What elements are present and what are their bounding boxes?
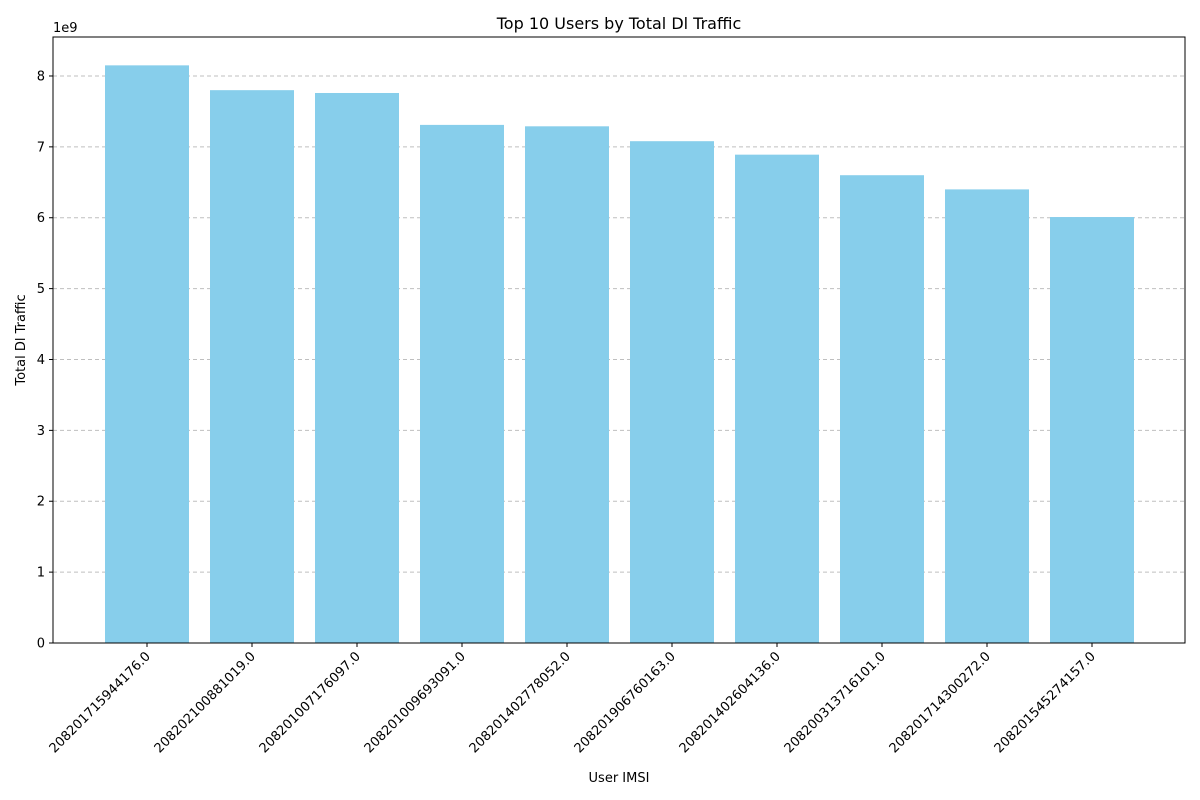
y-tick-label: 4 bbox=[37, 353, 45, 368]
y-tick-label: 0 bbox=[37, 637, 45, 652]
x-tick-label: 208200313716101.0 bbox=[782, 649, 889, 756]
y-tick-label: 3 bbox=[37, 424, 45, 439]
bar bbox=[525, 126, 609, 644]
y-tick-label: 2 bbox=[37, 495, 45, 510]
x-tick-label: 208201715944176.0 bbox=[47, 649, 154, 756]
x-tick-label: 208201545274157.0 bbox=[992, 649, 1099, 756]
bar bbox=[630, 141, 714, 644]
plot-frame bbox=[52, 36, 1186, 644]
bar bbox=[1050, 217, 1134, 643]
bar bbox=[420, 124, 504, 644]
y-axis-label: Total Dl Traffic bbox=[14, 294, 29, 386]
y-tick-label: 1 bbox=[37, 566, 45, 581]
x-axis-label: User IMSI bbox=[589, 771, 650, 786]
bar bbox=[105, 65, 189, 643]
bar bbox=[735, 154, 819, 644]
x-axis-ticks: 208201715944176.0208202100881019.0208201… bbox=[47, 643, 1099, 756]
x-tick-label: 208201402604136.0 bbox=[677, 649, 784, 756]
y-axis-ticks: 0 1 2 3 4 5 6 7 8 bbox=[37, 69, 53, 652]
y-offset-label: 1e9 bbox=[53, 21, 78, 36]
bars bbox=[105, 65, 1134, 644]
bar bbox=[840, 175, 924, 644]
x-tick-label: 208201009693091.0 bbox=[362, 649, 469, 756]
y-tick-label: 6 bbox=[37, 211, 45, 226]
x-tick-label: 208201906760163.0 bbox=[572, 649, 679, 756]
bar bbox=[210, 90, 294, 643]
x-tick-label: 208201714300272.0 bbox=[887, 649, 994, 756]
y-tick-label: 8 bbox=[37, 69, 45, 84]
y-tick-label: 7 bbox=[37, 140, 45, 155]
x-tick-label: 208202100881019.0 bbox=[152, 649, 259, 756]
x-tick-label: 208201007176097.0 bbox=[257, 649, 364, 756]
chart-title: Top 10 Users by Total Dl Traffic bbox=[496, 14, 742, 33]
y-tick-label: 5 bbox=[37, 282, 45, 297]
x-tick-label: 208201402778052.0 bbox=[467, 649, 574, 756]
bar bbox=[315, 92, 399, 643]
bar bbox=[945, 189, 1029, 643]
